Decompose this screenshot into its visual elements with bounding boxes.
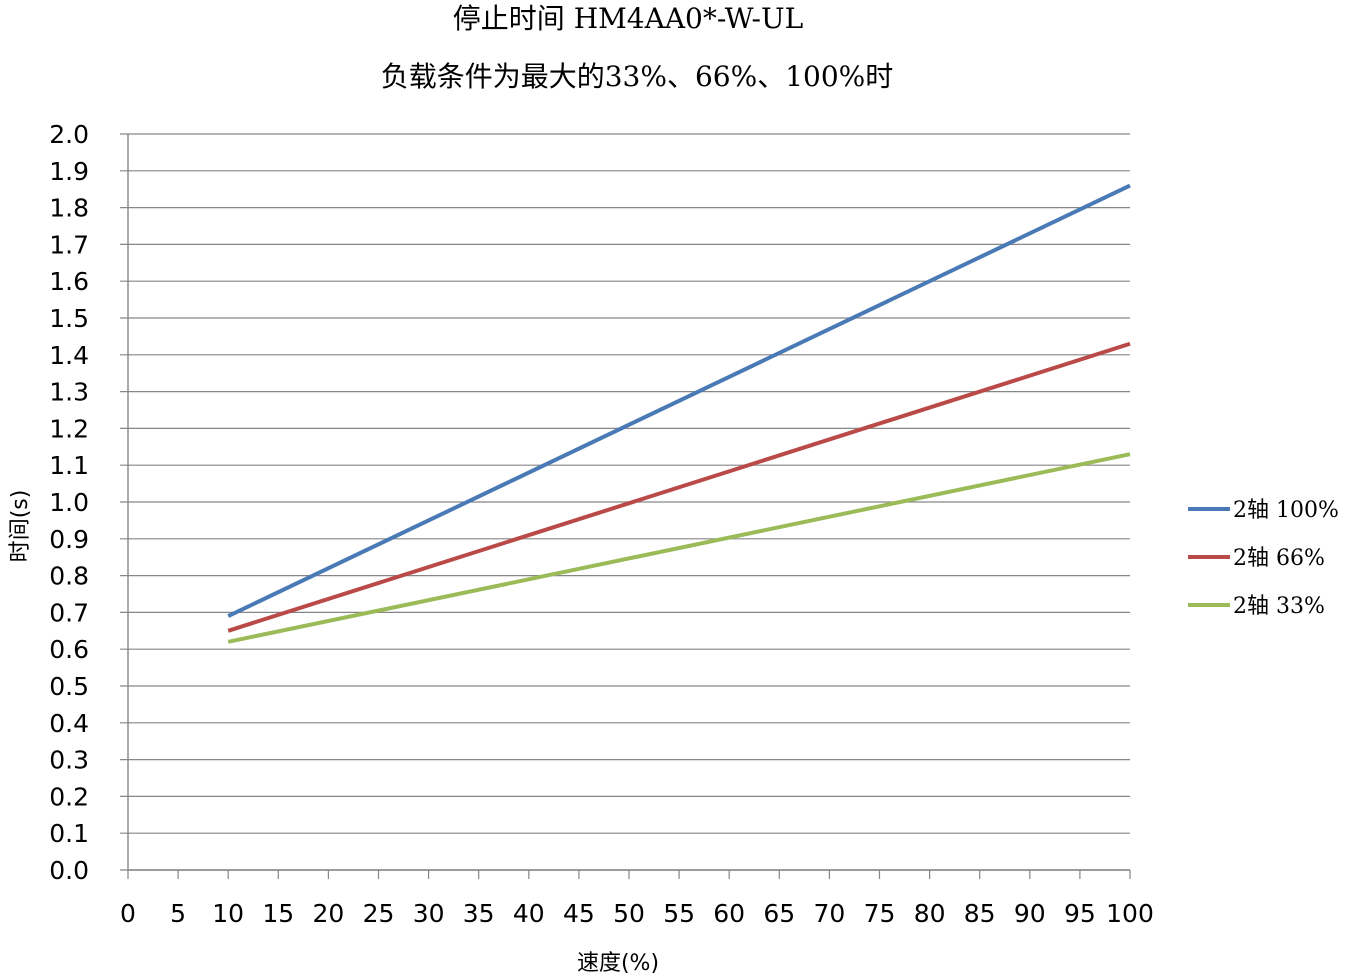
x-tick-label: 30 [413,899,445,928]
y-tick-label: 1.5 [49,304,89,333]
x-tick-label: 35 [463,899,495,928]
x-tick-label: 50 [613,899,645,928]
y-tick-label: 0.5 [49,672,89,701]
y-tick-label: 0.7 [49,598,89,627]
y-tick-label: 1.4 [49,341,89,370]
x-tick-label: 60 [713,899,745,928]
series-line-1 [227,183,1131,618]
y-tick-label: 1.8 [49,194,89,223]
y-tick-label: 0.4 [49,709,89,738]
series-line-2 [227,341,1131,633]
y-tick-label: 2.0 [49,120,89,149]
y-axis-label: 时间(s) [8,490,33,563]
x-tick-label: 85 [964,899,996,928]
legend: 2轴 100% 2轴 66% 2轴 33% [1188,498,1339,619]
gridlines [120,133,1130,871]
x-tick-label: 20 [312,899,344,928]
y-tick-label: 1.0 [49,488,89,517]
x-axis-label: 速度(%) [577,951,659,975]
y-tick-label: 0.1 [49,819,89,848]
x-tick-label: 100 [1106,899,1154,928]
x-tick-label: 95 [1064,899,1096,928]
data-series [227,183,1131,644]
legend-label-3: 2轴 33% [1233,594,1325,619]
legend-label-2: 2轴 66% [1233,546,1325,571]
y-tick-label: 1.2 [49,414,89,443]
x-tick-labels: 0 5 10 15 20 25 30 35 40 45 50 55 60 65 70 75 80 85 90 95 10… [120,899,1154,928]
y-tick-label: 0.6 [49,635,89,664]
x-tick-label: 80 [914,899,946,928]
chart-subtitle: 负载条件为最大的33%、66%、100%时 [381,60,894,93]
series-line-3 [227,452,1131,644]
y-tick-label: 0.2 [49,782,89,811]
x-tick-label: 90 [1014,899,1046,928]
x-tick-label: 15 [262,899,294,928]
x-tick-label: 10 [212,899,244,928]
x-tick-label: 65 [763,899,795,928]
x-tick-label: 55 [663,899,695,928]
x-tick-label: 70 [813,899,845,928]
x-tick-label: 0 [120,899,136,928]
y-tick-label: 1.1 [49,451,89,480]
x-tick-label: 45 [563,899,595,928]
y-tick-label: 1.9 [49,157,89,186]
axes [127,134,1131,879]
legend-label-1: 2轴 100% [1233,498,1339,523]
x-tick-label: 25 [363,899,395,928]
x-tick-label: 40 [513,899,545,928]
y-tick-label: 1.3 [49,378,89,407]
y-tick-label: 0.0 [49,856,89,885]
y-tick-label: 1.7 [49,230,89,259]
y-tick-label: 0.3 [49,746,89,775]
y-tick-label: 1.6 [49,267,89,296]
y-tick-label: 0.8 [49,562,89,591]
y-tick-labels: 0.0 0.1 0.2 0.3 0.4 0.5 0.6 0.7 0.8 0.9 1.0 1.1 1.2 1… [49,120,89,885]
y-tick-label: 0.9 [49,525,89,554]
x-tick-label: 75 [864,899,896,928]
chart-title: 停止时间 HM4AA0*-W-UL [453,2,803,35]
x-tick-label: 5 [170,899,186,928]
